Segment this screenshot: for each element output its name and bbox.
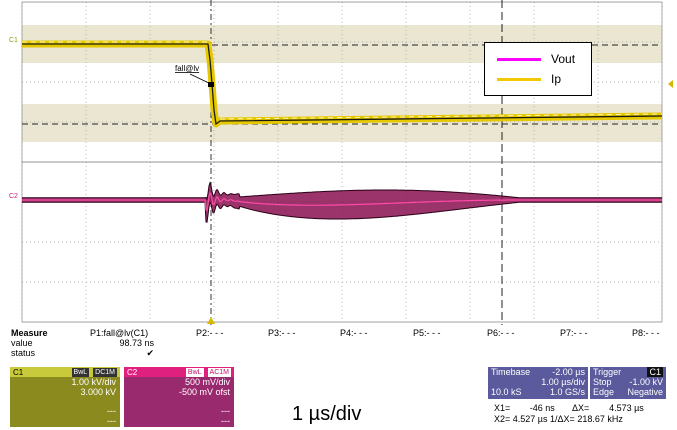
vout-swatch	[497, 57, 541, 61]
measure-value-label: value	[11, 338, 33, 348]
c2-badge-bwl: BwL	[185, 367, 204, 377]
trigger-type: Edge	[593, 387, 615, 397]
trigger-time-marker[interactable]	[207, 317, 215, 324]
c2-scale: 500 mV/div	[184, 377, 230, 387]
c2-id: C2	[127, 367, 138, 377]
trigger-channel: C1	[647, 367, 663, 377]
c1-offset: 3.000 kV	[80, 387, 116, 397]
timescale-caption: 1 µs/div	[292, 403, 362, 425]
cursor-marker-p8[interactable]: P8:- - -	[632, 328, 660, 338]
measure-title: Measure	[11, 328, 48, 338]
x1-label: X1=	[494, 403, 511, 413]
legend: Vout Ip	[484, 42, 592, 96]
c2-badge-coupling: AC1M	[207, 367, 231, 377]
c2-bottom1: ---	[221, 406, 230, 416]
cursor-readout: X1= -46 ns ΔX= 4.573 µs X2= 4.527 µs 1/Δ…	[494, 403, 644, 425]
legend-item-ip: Ip	[497, 71, 561, 87]
cursor-marker-p3[interactable]: P3:- - -	[268, 328, 296, 338]
cursor-marker-p7[interactable]: P7:- - -	[560, 328, 588, 338]
x1-value: -46 ns	[529, 403, 555, 413]
fall-marker	[189, 73, 214, 87]
c1-scale: 1.00 kV/div	[71, 377, 116, 387]
timebase-label: Timebase	[491, 367, 531, 377]
measure-param[interactable]: P1:fall@lv(C1) 98.73 ns ✔	[90, 328, 154, 358]
inv-dx-value: 218.67 kHz	[577, 414, 623, 424]
c1-bottom1: ---	[107, 406, 116, 416]
c2-trace	[22, 181, 662, 223]
c2-bottom2: ---	[221, 416, 230, 426]
c2-offset: -500 mV ofst	[178, 387, 230, 397]
timebase-delay: -2.00 µs	[552, 367, 585, 377]
c1-marker: C1	[9, 37, 18, 44]
trigger-mode: Stop	[593, 377, 612, 387]
legend-item-vout: Vout	[497, 51, 575, 67]
c1-bottom2: ---	[107, 416, 116, 426]
c2-marker: C2	[9, 193, 18, 200]
legend-label-vout: Vout	[551, 52, 576, 66]
inv-dx-label: 1/ΔX=	[550, 414, 575, 424]
cursor-marker-p5[interactable]: P5:- - -	[413, 328, 441, 338]
legend-label-ip: Ip	[551, 72, 562, 86]
channel-c1-panel[interactable]: C1 BwL DC1M 1.00 kV/div 3.000 kV --- ---	[10, 367, 120, 427]
trigger-slope: Negative	[627, 387, 663, 397]
trigger-level: -1.00 kV	[629, 377, 663, 387]
measure-status-label: status	[11, 348, 36, 358]
cursor-marker-p4[interactable]: P4:- - -	[340, 328, 368, 338]
timebase-per-div: 1.00 µs/div	[541, 377, 585, 387]
c1-badge-coupling: DC1M	[93, 367, 117, 377]
measure-status-icon: ✔	[146, 348, 154, 358]
channel-c2-panel[interactable]: C2 BwL AC1M 500 mV/div -500 mV ofst --- …	[124, 367, 234, 427]
fall-label: fall@lv	[175, 64, 199, 73]
cursor-marker-p6[interactable]: P6:- - -	[487, 328, 515, 338]
measure-param-value: 98.73 ns	[119, 338, 154, 348]
c1-id: C1	[13, 367, 24, 377]
trigger-level-marker[interactable]	[668, 80, 673, 88]
measure-panel[interactable]: Measure value status	[11, 328, 48, 358]
timebase-samples: 10.0 kS	[491, 387, 522, 397]
x2-value: 4.527 µs	[512, 414, 548, 424]
timebase-rate: 1.0 GS/s	[549, 387, 585, 397]
c1-badge-bwl: BwL	[71, 367, 90, 377]
cursor-marker-p2[interactable]: P2:- - -	[196, 328, 224, 338]
x2-label: X2=	[494, 414, 511, 424]
measure-param-name: P1:fall@lv(C1)	[90, 328, 149, 338]
dx-value: 4.573 µs	[609, 403, 644, 413]
trigger-panel[interactable]: Trigger C1 Stop -1.00 kV Edge Negative	[590, 367, 666, 399]
timebase-panel[interactable]: Timebase -2.00 µs 1.00 µs/div 10.0 kS 1.0 …	[488, 367, 588, 399]
trigger-label: Trigger	[593, 367, 622, 377]
dx-label: ΔX=	[572, 403, 590, 413]
ip-swatch	[497, 77, 541, 81]
